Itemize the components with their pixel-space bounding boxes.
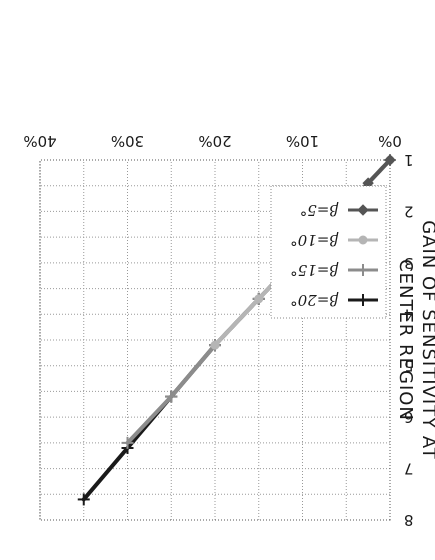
legend-label: β=15° bbox=[290, 261, 339, 279]
legend-item: β=10° bbox=[290, 231, 378, 249]
series-point bbox=[357, 204, 369, 216]
series-point bbox=[165, 390, 178, 403]
series-point bbox=[254, 294, 264, 304]
plot-frame bbox=[39, 159, 391, 521]
x-tick-label: 40% bbox=[23, 132, 56, 150]
series-point bbox=[121, 436, 134, 449]
y-tick-label: 4 bbox=[404, 305, 414, 323]
series-point bbox=[362, 177, 374, 189]
series-point bbox=[358, 235, 368, 245]
x-tick-label: 0% bbox=[378, 132, 402, 150]
legend-label: β=20° bbox=[290, 291, 339, 309]
series-point bbox=[357, 264, 369, 276]
rotated-chart-group: 0% 10% 20% 30% 40% 1 2 3 4 5 6 7 8 GAIN OF SENSITIV… bbox=[23, 132, 435, 529]
y-axis-title-line-2: CENTER REGION bbox=[395, 259, 416, 421]
legend-label: β=10° bbox=[290, 231, 339, 249]
legend-label: β=5° bbox=[300, 201, 339, 219]
y-tick-label: 5 bbox=[404, 357, 414, 375]
x-tick-label: 10% bbox=[286, 132, 319, 150]
legend-item: β=5° bbox=[300, 201, 378, 219]
y-axis-title-line-1: GAIN OF SENSITIVITY AT bbox=[418, 220, 435, 460]
legend-item: β=15° bbox=[290, 261, 378, 279]
x-tick-label: 30% bbox=[111, 132, 144, 150]
y-tick-label: 1 bbox=[404, 151, 414, 169]
series-point bbox=[77, 493, 90, 506]
y-tick-label: 2 bbox=[404, 202, 414, 220]
y-tick-labels: 1 2 3 4 5 6 7 8 bbox=[404, 151, 414, 529]
y-tick-label: 8 bbox=[404, 511, 414, 529]
y-tick-label: 3 bbox=[404, 254, 414, 272]
y-tick-label: 6 bbox=[404, 408, 414, 426]
x-tick-label: 20% bbox=[198, 132, 231, 150]
legend: β=20° β=15° β=10° β=5° bbox=[270, 185, 387, 319]
y-axis-title: GAIN OF SENSITIVITY AT CENTER REGION bbox=[395, 220, 435, 460]
x-tick-labels: 0% 10% 20% 30% 40% bbox=[23, 132, 402, 150]
y-tick-label: 7 bbox=[404, 460, 414, 478]
legend-box bbox=[270, 185, 387, 319]
series-point bbox=[357, 294, 369, 306]
series-point bbox=[210, 340, 220, 350]
legend-item: β=20° bbox=[290, 291, 378, 309]
